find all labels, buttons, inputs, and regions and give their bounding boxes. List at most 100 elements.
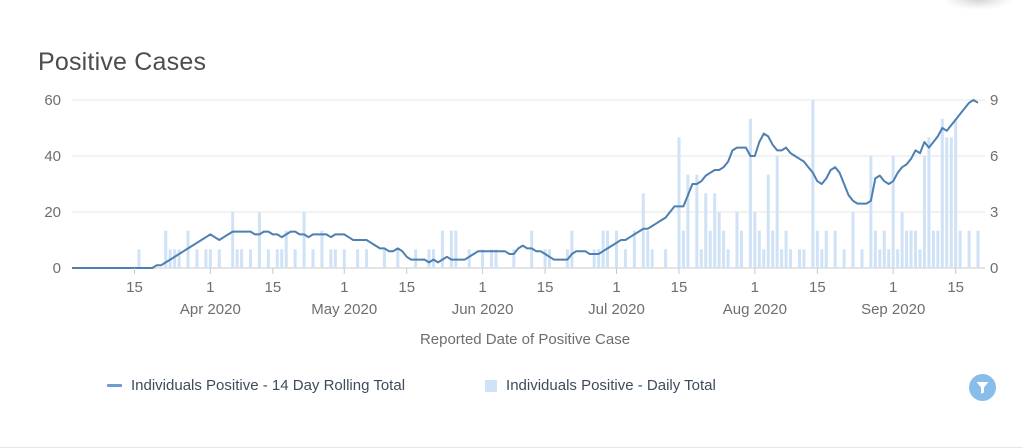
x-tick-day-label: 15 [809, 279, 826, 296]
daily-total-bar [614, 230, 618, 268]
daily-total-bar [708, 230, 712, 268]
legend-item-rolling-total: Individuals Positive - 14 Day Rolling To… [107, 377, 405, 394]
daily-total-bar [641, 193, 645, 268]
daily-total-bar [365, 249, 369, 268]
daily-total-bar [257, 212, 261, 268]
daily-total-bar [936, 230, 940, 268]
daily-total-bar [695, 174, 699, 268]
daily-total-bar [909, 230, 913, 268]
y-left-tick-label: 20 [44, 204, 61, 221]
daily-total-bar [873, 230, 877, 268]
daily-total-bar [240, 249, 244, 268]
bar-series-marker-icon [485, 379, 498, 392]
daily-total-bar [440, 230, 444, 268]
daily-total-bar [512, 249, 516, 268]
daily-total-bar [173, 249, 177, 268]
daily-total-bar [896, 249, 900, 268]
daily-total-bar [704, 193, 708, 268]
funnel-icon [976, 382, 989, 394]
daily-total-bar [699, 249, 703, 268]
daily-total-bar [833, 230, 837, 268]
daily-total-bar [467, 249, 471, 268]
daily-total-bar [686, 174, 690, 268]
daily-total-bar [797, 249, 801, 268]
daily-total-bar [632, 230, 636, 268]
daily-total-bar [739, 230, 743, 268]
daily-total-bar [597, 249, 601, 268]
daily-total-bar [320, 230, 324, 268]
daily-total-bar [454, 230, 458, 268]
daily-total-bar [882, 230, 886, 268]
daily-total-bar [177, 249, 181, 268]
daily-total-bar [824, 230, 828, 268]
x-tick-day-label: 15 [126, 279, 143, 296]
daily-total-bar [601, 230, 605, 268]
daily-total-bar [927, 137, 931, 268]
daily-total-bar [275, 249, 279, 268]
daily-total-bar [677, 137, 681, 268]
filter-button[interactable] [969, 374, 996, 401]
daily-total-bar [900, 212, 904, 268]
x-tick-day-label: 1 [478, 279, 486, 296]
daily-total-bar [891, 156, 895, 268]
daily-total-bar [494, 249, 498, 268]
daily-total-bar [548, 249, 552, 268]
x-tick-day-label: 1 [612, 279, 620, 296]
legend-label-rolling-total: Individuals Positive - 14 Day Rolling To… [131, 377, 406, 394]
daily-total-bar [815, 230, 819, 268]
daily-total-bar [753, 212, 757, 268]
y-right-tick-label: 9 [990, 92, 998, 109]
daily-total-bar [802, 249, 806, 268]
daily-total-bar [646, 230, 650, 268]
daily-total-bar [217, 249, 221, 268]
y-right-tick-label: 3 [990, 204, 998, 221]
daily-total-bar [280, 249, 284, 268]
daily-total-bar [249, 249, 253, 268]
chart-legend: Individuals Positive - 14 Day Rolling To… [107, 377, 716, 394]
daily-total-bar [976, 230, 980, 268]
y-left-tick-label: 40 [44, 148, 61, 165]
line-series-marker-icon [107, 384, 122, 387]
daily-total-bar [713, 193, 717, 268]
daily-total-bar [164, 230, 168, 268]
daily-total-bar [427, 249, 431, 268]
y-left-tick-label: 0 [53, 260, 61, 277]
x-tick-day-label: 1 [889, 279, 897, 296]
daily-total-bar [766, 174, 770, 268]
daily-total-bar [717, 212, 721, 268]
y-right-tick-label: 6 [990, 148, 998, 165]
daily-total-bar [726, 249, 730, 268]
daily-total-bar [940, 118, 944, 269]
daily-total-bar [878, 249, 882, 268]
daily-total-bar [311, 249, 315, 268]
x-tick-day-label: 15 [398, 279, 415, 296]
x-tick-month-label: Apr 2020 [180, 301, 241, 318]
daily-total-bar [592, 249, 596, 268]
daily-total-bar [137, 249, 141, 268]
daily-total-bar [931, 230, 935, 268]
daily-total-bar [266, 249, 270, 268]
positive-cases-chart[interactable]: 0 20 40 60 0 3 6 9 15 1 Apr 2020 15 1 May 2020 15 1 Jun … [0, 0, 1023, 355]
x-tick-month-label: Jul 2020 [588, 301, 645, 318]
daily-total-bar [780, 249, 784, 268]
x-tick-month-label: Aug 2020 [723, 301, 787, 318]
chart-title: Positive Cases [38, 48, 207, 76]
legend-item-daily-total: Individuals Positive - Daily Total [485, 377, 716, 394]
daily-total-bar [681, 230, 685, 268]
daily-total-bar [914, 230, 918, 268]
daily-total-bar [905, 230, 909, 268]
daily-total-bar [811, 100, 815, 268]
x-tick-day-label: 1 [751, 279, 759, 296]
daily-total-bar [775, 156, 779, 268]
daily-total-bar [842, 249, 846, 268]
daily-total-bar [543, 249, 547, 268]
daily-total-bar [762, 249, 766, 268]
scroll-shadow [943, 0, 1013, 10]
daily-total-bar [722, 230, 726, 268]
daily-total-bar [570, 230, 574, 268]
daily-total-bar [851, 212, 855, 268]
daily-total-bar [735, 212, 739, 268]
daily-total-bar [284, 230, 288, 268]
daily-total-bar [382, 249, 386, 268]
daily-total-bar [664, 249, 668, 268]
